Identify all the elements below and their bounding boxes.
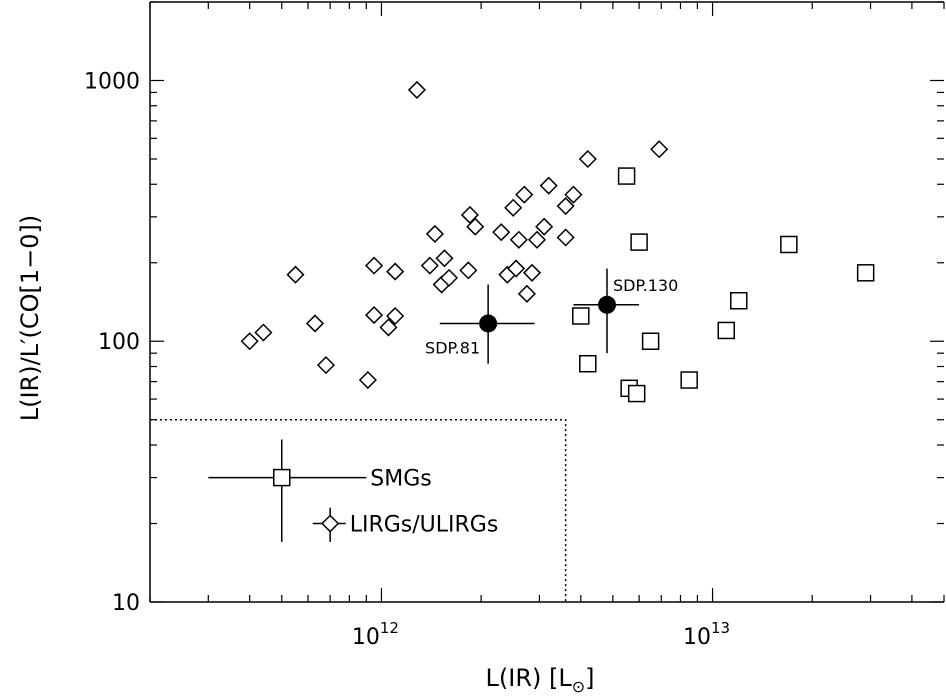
lirg-point xyxy=(556,228,575,247)
smg-point xyxy=(579,354,597,373)
lirg-point xyxy=(286,265,305,284)
lirg-point xyxy=(564,185,583,204)
lirg-point xyxy=(509,230,528,249)
y-tick-label: 1000 xyxy=(84,69,140,94)
lirg-point xyxy=(386,262,405,281)
y-axis-title: L(IR)/L′(CO[1−0]) xyxy=(16,215,44,422)
lirg-point xyxy=(578,149,597,169)
lirg-point xyxy=(379,318,398,337)
lirg-point xyxy=(420,256,439,275)
smg-point xyxy=(617,167,636,185)
legend-smg-marker xyxy=(273,468,291,487)
lirg-point xyxy=(365,306,384,325)
lirg-point xyxy=(506,259,526,278)
lirg-point xyxy=(240,332,259,351)
lirg-point xyxy=(439,268,459,287)
lirg-point xyxy=(504,198,523,217)
lirg-point xyxy=(460,205,479,225)
lirg-point xyxy=(435,249,454,268)
legend-smg-label: SMGs xyxy=(370,467,431,492)
lirg-point xyxy=(515,185,534,204)
smg-point xyxy=(730,291,748,310)
lirg-point xyxy=(650,140,669,159)
smg-point xyxy=(680,371,698,389)
lirg-point xyxy=(407,80,427,99)
smg-point xyxy=(630,233,648,251)
y-tick-label: 10 xyxy=(112,591,140,616)
sdp-point xyxy=(598,295,617,314)
lirg-point xyxy=(535,217,554,236)
lirg-point xyxy=(527,230,547,249)
lirg-point xyxy=(522,263,542,282)
region-boundary xyxy=(150,418,567,602)
x-axis-title: L(IR) [L⊙] xyxy=(486,664,595,696)
lirg-point xyxy=(425,224,444,243)
lirg-point xyxy=(459,261,478,280)
lirg-point xyxy=(517,284,536,303)
smg-point xyxy=(627,384,646,403)
lirg-point xyxy=(358,370,377,390)
lirg-point xyxy=(386,306,405,326)
smg-point xyxy=(717,321,736,340)
y-tick-label: 100 xyxy=(98,330,140,355)
lirg-point xyxy=(539,176,558,195)
lirg-point xyxy=(365,256,384,275)
lirg-point xyxy=(492,223,511,242)
sdp-label: SDP.130 xyxy=(613,276,678,295)
sdp-label: SDP.81 xyxy=(425,338,480,357)
lirg-point xyxy=(466,217,485,236)
smg-point xyxy=(856,264,875,282)
x-tick-label: 1013 xyxy=(683,619,730,650)
lirg-point xyxy=(254,323,273,342)
lirg-point xyxy=(556,196,575,216)
lirg-point xyxy=(305,314,325,333)
legend-lirg-label: LIRGs/ULIRGs xyxy=(350,513,499,538)
smg-point xyxy=(780,235,798,254)
legend-lirg-marker xyxy=(321,514,340,533)
smg-point xyxy=(641,332,660,350)
x-tick-label: 1012 xyxy=(352,619,399,650)
sdp-point xyxy=(479,314,498,333)
lirg-point xyxy=(316,356,336,375)
smg-point xyxy=(572,307,590,325)
